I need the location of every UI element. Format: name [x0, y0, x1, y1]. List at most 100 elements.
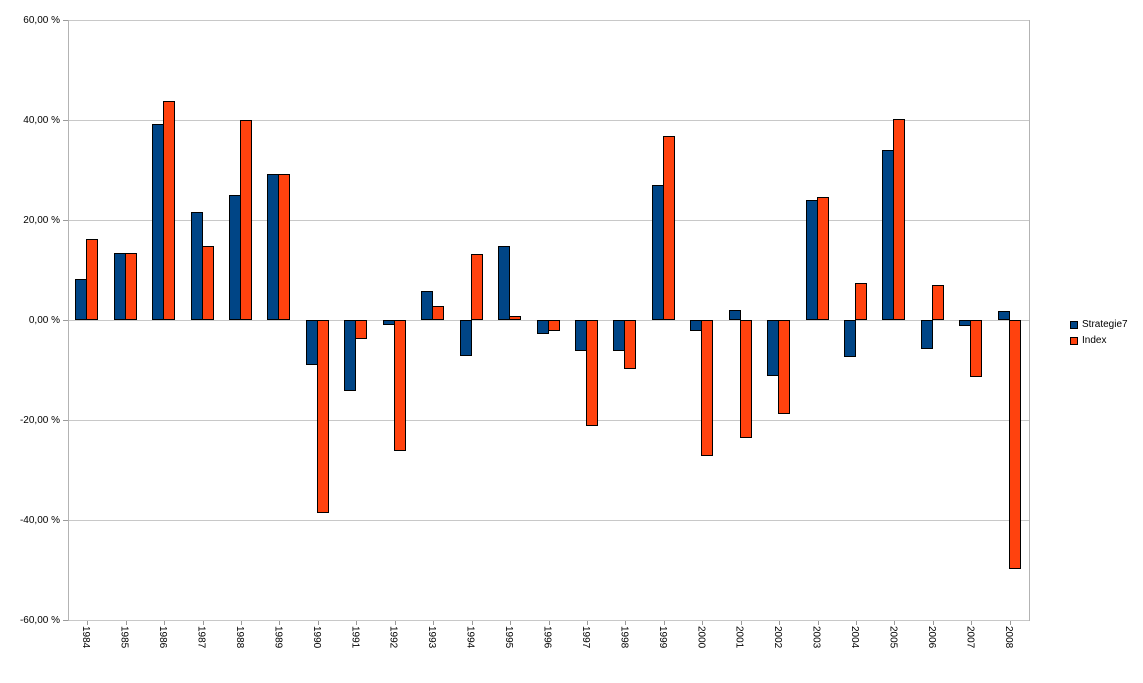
x-axis-label-2002: 2002: [772, 626, 784, 649]
x-axis-tick: [779, 621, 781, 625]
x-axis-tick: [202, 621, 204, 625]
bar-index-2005: [893, 118, 906, 320]
bar-index-1993: [432, 305, 445, 320]
x-axis-tick: [394, 621, 396, 625]
legend-swatch-index-icon: [1070, 337, 1078, 345]
x-axis-tick: [625, 621, 627, 625]
plot-right-border: [1029, 20, 1030, 621]
x-axis-label-1999: 1999: [656, 626, 668, 649]
y-axis-tick: [63, 419, 68, 421]
x-axis-tick: [702, 621, 704, 625]
x-axis-label-2000: 2000: [695, 626, 707, 649]
x-axis-tick: [356, 621, 358, 625]
legend-swatch-strategie7-icon: [1070, 321, 1078, 329]
x-axis-label-1994: 1994: [464, 626, 476, 649]
gridline: [68, 519, 1029, 521]
x-axis-label-1988: 1988: [233, 626, 245, 649]
x-axis-label-2001: 2001: [733, 626, 745, 649]
x-axis-label-2006: 2006: [925, 626, 937, 649]
y-axis-label: -40,00 %: [19, 514, 60, 526]
x-axis-label-1992: 1992: [387, 626, 399, 649]
x-axis-tick: [125, 621, 127, 625]
y-axis-line: [68, 20, 69, 621]
bar-index-1984: [86, 238, 99, 320]
y-axis-tick: [63, 219, 68, 221]
bar-index-1992: [393, 320, 406, 451]
x-axis-label-2004: 2004: [849, 626, 861, 649]
bar-strategie7-2001: [728, 310, 741, 320]
bar-index-2001: [739, 320, 752, 438]
x-axis-tick: [817, 621, 819, 625]
x-axis-label-1990: 1990: [310, 626, 322, 649]
bar-strategie7-1994: [459, 320, 472, 356]
y-axis-label: 20,00 %: [23, 214, 60, 226]
x-axis-tick: [87, 621, 89, 625]
chart-legend: Strategie7 Index: [1070, 319, 1128, 347]
x-axis-tick: [586, 621, 588, 625]
legend-label-strategie7: Strategie7: [1082, 319, 1128, 330]
x-axis-tick: [740, 621, 742, 625]
y-axis-label: -20,00 %: [19, 414, 60, 426]
x-axis-label-1993: 1993: [426, 626, 438, 649]
x-axis-label-2003: 2003: [810, 626, 822, 649]
x-axis-label-1997: 1997: [579, 626, 591, 649]
x-axis-label-1996: 1996: [541, 626, 553, 649]
bar-index-2004: [855, 282, 868, 320]
bar-index-1996: [547, 320, 560, 331]
bar-strategie7-1991: [344, 320, 357, 391]
y-axis-label: -60,00 %: [19, 614, 60, 626]
bar-index-1990: [316, 320, 329, 513]
y-axis-label: 0,00 %: [28, 314, 60, 326]
legend-item-index: Index: [1070, 335, 1128, 347]
x-axis-tick: [663, 621, 665, 625]
y-axis-label: 40,00 %: [23, 114, 60, 126]
x-axis-tick: [894, 621, 896, 625]
y-axis-tick: [63, 119, 68, 121]
x-axis-label-1987: 1987: [195, 626, 207, 649]
x-axis-tick: [164, 621, 166, 625]
bar-index-2008: [1008, 320, 1021, 569]
x-axis-tick: [471, 621, 473, 625]
bar-index-2007: [970, 320, 983, 377]
gridline: [68, 19, 1029, 21]
x-axis-tick: [317, 621, 319, 625]
gridline: [68, 219, 1029, 221]
bar-index-1986: [163, 101, 176, 320]
x-axis-tick: [932, 621, 934, 625]
bar-index-1994: [470, 254, 483, 320]
bar-strategie7-2004: [844, 320, 857, 357]
x-axis-label-1984: 1984: [80, 626, 92, 649]
bar-index-2000: [701, 320, 714, 456]
y-axis-tick: [63, 519, 68, 521]
legend-item-strategie7: Strategie7: [1070, 319, 1128, 331]
x-axis-tick: [548, 621, 550, 625]
bar-index-2003: [816, 197, 829, 320]
x-axis-label-2008: 2008: [1002, 626, 1014, 649]
bar-index-1997: [585, 320, 598, 426]
bar-index-1988: [239, 120, 252, 320]
x-axis-label-1995: 1995: [503, 626, 515, 649]
bar-index-2002: [778, 320, 791, 414]
y-axis-tick: [63, 319, 68, 321]
bar-index-1998: [624, 320, 637, 369]
legend-label-index: Index: [1082, 335, 1107, 346]
bar-index-1987: [201, 246, 214, 320]
y-axis-tick: [63, 19, 68, 21]
y-axis-tick: [63, 619, 68, 621]
gridline: [68, 119, 1029, 121]
x-axis-tick: [433, 621, 435, 625]
bar-index-1989: [278, 174, 291, 320]
x-axis-label-1991: 1991: [349, 626, 361, 649]
x-axis-tick: [510, 621, 512, 625]
bar-index-2006: [931, 285, 944, 320]
gridline: [68, 619, 1029, 621]
x-axis-label-2007: 2007: [964, 626, 976, 649]
x-axis-label-1986: 1986: [157, 626, 169, 649]
gridline: [68, 419, 1029, 421]
bar-strategie7-2008: [997, 310, 1010, 320]
bar-index-1991: [355, 320, 368, 339]
bar-index-1995: [509, 316, 522, 320]
x-axis-label-2005: 2005: [887, 626, 899, 649]
y-axis-label: 60,00 %: [23, 14, 60, 26]
